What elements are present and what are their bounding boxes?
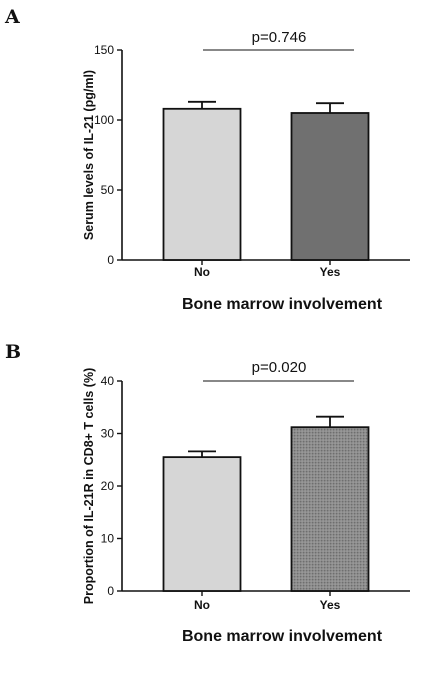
x-axis-title: Bone marrow involvement (182, 628, 383, 645)
p-value-annotation: p=0.746 (252, 29, 307, 46)
y-axis-title: Serum levels of IL-21 (pg/ml) (82, 70, 96, 240)
panel-letter: B (5, 341, 21, 363)
y-tick-label: 0 (107, 253, 114, 267)
y-tick-label: 100 (94, 113, 114, 127)
y-tick-label: 0 (107, 584, 114, 598)
y-tick-label: 50 (101, 183, 115, 197)
bar-no (162, 456, 242, 592)
bars (162, 415, 370, 592)
panel-b: B 0 10 20 30 40 No Yes p=0.020 Bone marrow in… (5, 341, 410, 645)
bar-yes (290, 112, 370, 261)
y-tick-label: 30 (101, 427, 115, 441)
x-tick-label: No (194, 598, 210, 612)
bars (162, 100, 370, 261)
y-axis-ticks: 0 10 20 30 40 (101, 374, 122, 598)
y-tick-label: 40 (101, 374, 115, 388)
x-axis-title: Bone marrow involvement (182, 296, 383, 313)
panel-a: A 0 50 100 150 No Yes p=0.746 Bone marrow in… (4, 6, 410, 313)
y-axis-title: Proportion of IL-21R in CD8+ T cells (%) (82, 368, 96, 604)
x-tick-label: Yes (320, 265, 341, 279)
y-tick-label: 150 (94, 43, 114, 57)
x-category-labels: No Yes (194, 591, 341, 612)
bar-no (162, 107, 242, 261)
bar-yes (290, 426, 370, 592)
x-tick-label: Yes (320, 598, 341, 612)
panel-letter: A (4, 6, 20, 28)
y-axis-ticks: 0 50 100 150 (94, 43, 122, 267)
x-category-labels: No Yes (194, 260, 341, 279)
x-tick-label: No (194, 265, 210, 279)
y-tick-label: 20 (101, 479, 115, 493)
p-value-annotation: p=0.020 (252, 359, 307, 376)
y-tick-label: 10 (101, 532, 115, 546)
